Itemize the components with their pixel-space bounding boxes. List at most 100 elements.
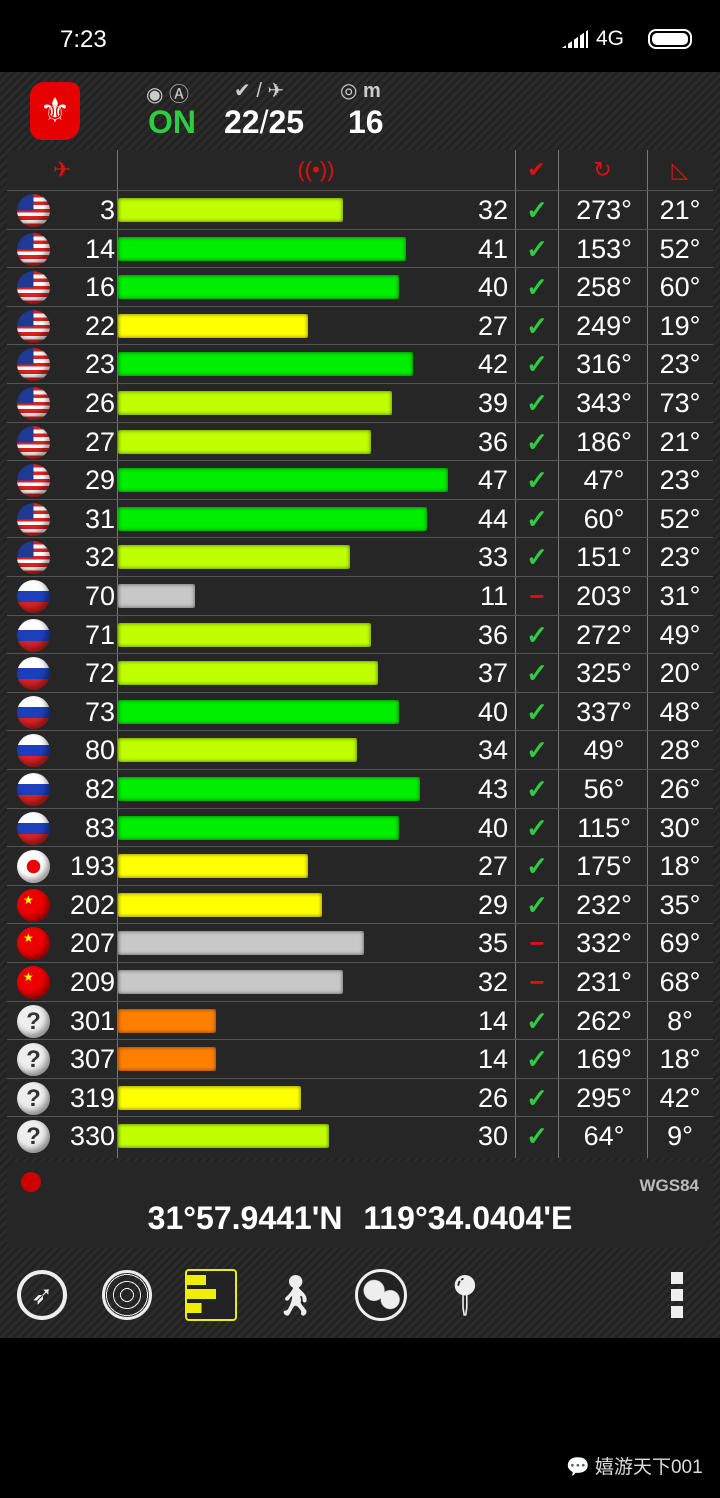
- snr: 42: [477, 349, 508, 380]
- elevation: 23°: [659, 349, 701, 380]
- satellite-row: 22 27 ✓ 249° 19°: [7, 305, 713, 345]
- bottom-nav: ➶ 🚶︎ 📍︎: [0, 1262, 720, 1338]
- unused-dash-icon: −: [529, 928, 545, 959]
- snr-bar: [118, 1124, 329, 1149]
- elevation: 30°: [659, 812, 701, 843]
- satellite-icon: ✈: [52, 157, 72, 182]
- flag-us-icon: [17, 425, 50, 459]
- satellite-row: 14 41 ✓ 153° 52°: [7, 228, 713, 268]
- prn: 330: [69, 1121, 115, 1152]
- satellite-row: ? 319 26 ✓ 295° 42°: [7, 1077, 713, 1117]
- prn: 82: [84, 774, 115, 804]
- used-check-icon: ✓: [526, 774, 548, 804]
- snr: 47: [477, 465, 508, 496]
- prn: 193: [69, 851, 115, 882]
- elevation: 18°: [659, 851, 701, 882]
- prn: 3: [99, 195, 115, 225]
- used-check-icon: ✓: [526, 503, 548, 534]
- snr: 40: [477, 272, 508, 303]
- snr-bar: [118, 699, 400, 724]
- unused-dash-icon: −: [529, 967, 545, 997]
- snr-bar: [118, 352, 414, 377]
- datum-label[interactable]: WGS84: [639, 1176, 699, 1195]
- snr-bar: [118, 1008, 217, 1033]
- flag-us-icon: [17, 464, 50, 498]
- elevation: 52°: [659, 503, 701, 534]
- app-logo[interactable]: ⚜: [30, 82, 80, 140]
- flag-ru-icon: [17, 580, 50, 613]
- satellite-row: ★ 207 35 − 332° 69°: [7, 923, 713, 962]
- snr-bar: [118, 815, 400, 840]
- snr: 32: [477, 195, 508, 225]
- flag-ru-icon: [17, 734, 50, 768]
- flag-unknown-icon: ?: [17, 1004, 50, 1038]
- azimuth: 325°: [576, 658, 632, 689]
- snr-bar: [118, 275, 400, 300]
- satellite-row: 71 36 ✓ 272° 49°: [7, 614, 713, 654]
- prn: 207: [69, 928, 115, 959]
- flag-ru-icon: [17, 773, 50, 806]
- satellite-row: 72 37 ✓ 325° 20°: [7, 653, 713, 692]
- skyview-icon[interactable]: [100, 1268, 154, 1322]
- azimuth: 337°: [576, 696, 632, 727]
- flag-us-icon: [17, 387, 50, 420]
- status-bar: 7:23 4G: [0, 0, 720, 72]
- azimuth: 151°: [576, 542, 632, 573]
- more-menu-icon[interactable]: [650, 1268, 704, 1322]
- elevation: 9°: [667, 1121, 693, 1152]
- used-check-icon: ✓: [526, 619, 548, 650]
- elevation: 19°: [659, 310, 701, 341]
- azimuth: 232°: [576, 889, 632, 920]
- prn: 301: [69, 1005, 115, 1036]
- snr-bar: [118, 738, 358, 763]
- prn: 23: [84, 349, 115, 380]
- signal-strength-icon: [562, 30, 588, 48]
- compass-icon[interactable]: ➶: [15, 1268, 69, 1322]
- prn: 14: [84, 233, 115, 264]
- elevation: 21°: [659, 195, 701, 225]
- snr-bar: [118, 545, 350, 570]
- globe-icon[interactable]: [354, 1268, 408, 1322]
- prn: 22: [84, 310, 115, 341]
- used-check-icon: ✔: [527, 157, 546, 182]
- azimuth: 316°: [576, 349, 632, 380]
- used-check-icon: ✓: [526, 349, 548, 380]
- used-check-icon: ✓: [526, 735, 548, 766]
- snr: 34: [477, 735, 508, 766]
- snr-bar: [118, 622, 372, 647]
- used-check-icon: ✓: [526, 696, 548, 727]
- satellite-row: 27 36 ✓ 186° 21°: [7, 421, 713, 461]
- azimuth: 273°: [576, 195, 632, 225]
- unused-dash-icon: −: [529, 581, 545, 611]
- signal-bars-icon[interactable]: [184, 1268, 238, 1322]
- prn: 307: [69, 1044, 115, 1075]
- satellite-row: ★ 209 32 − 231° 68°: [7, 962, 713, 1001]
- walk-icon[interactable]: 🚶︎: [269, 1273, 321, 1318]
- map-pin-icon[interactable]: 📍︎: [439, 1273, 491, 1318]
- satellite-row: 82 43 ✓ 56° 26°: [7, 769, 713, 808]
- snr-bar: [118, 1047, 217, 1072]
- prn: 73: [84, 696, 115, 727]
- prn: 31: [84, 503, 115, 534]
- prn: 70: [84, 581, 115, 611]
- prn: 29: [84, 465, 115, 496]
- battery-icon: [648, 29, 692, 49]
- azimuth: 64°: [583, 1121, 625, 1152]
- snr-bar: [118, 468, 449, 493]
- accuracy-value: 16: [348, 104, 384, 140]
- snr: 29: [477, 889, 508, 920]
- used-check-icon: ✓: [526, 233, 548, 264]
- snr: 40: [477, 696, 508, 727]
- azimuth: 47°: [583, 465, 625, 496]
- elevation: 28°: [659, 735, 701, 766]
- sats-used: 22: [224, 104, 260, 140]
- flag-cn-icon: ★: [17, 888, 50, 922]
- coordinates-panel: WGS84 31°57.9441'N 119°34.0404'E: [7, 1162, 713, 1248]
- used-check-icon: ✓: [526, 812, 548, 843]
- used-check-icon: ✓: [526, 1121, 548, 1152]
- globe-icon: [21, 1172, 41, 1192]
- elevation: 26°: [659, 774, 701, 804]
- used-check-icon: ✓: [526, 851, 548, 882]
- prn: 209: [69, 967, 115, 997]
- satellite-row: 80 34 ✓ 49° 28°: [7, 730, 713, 769]
